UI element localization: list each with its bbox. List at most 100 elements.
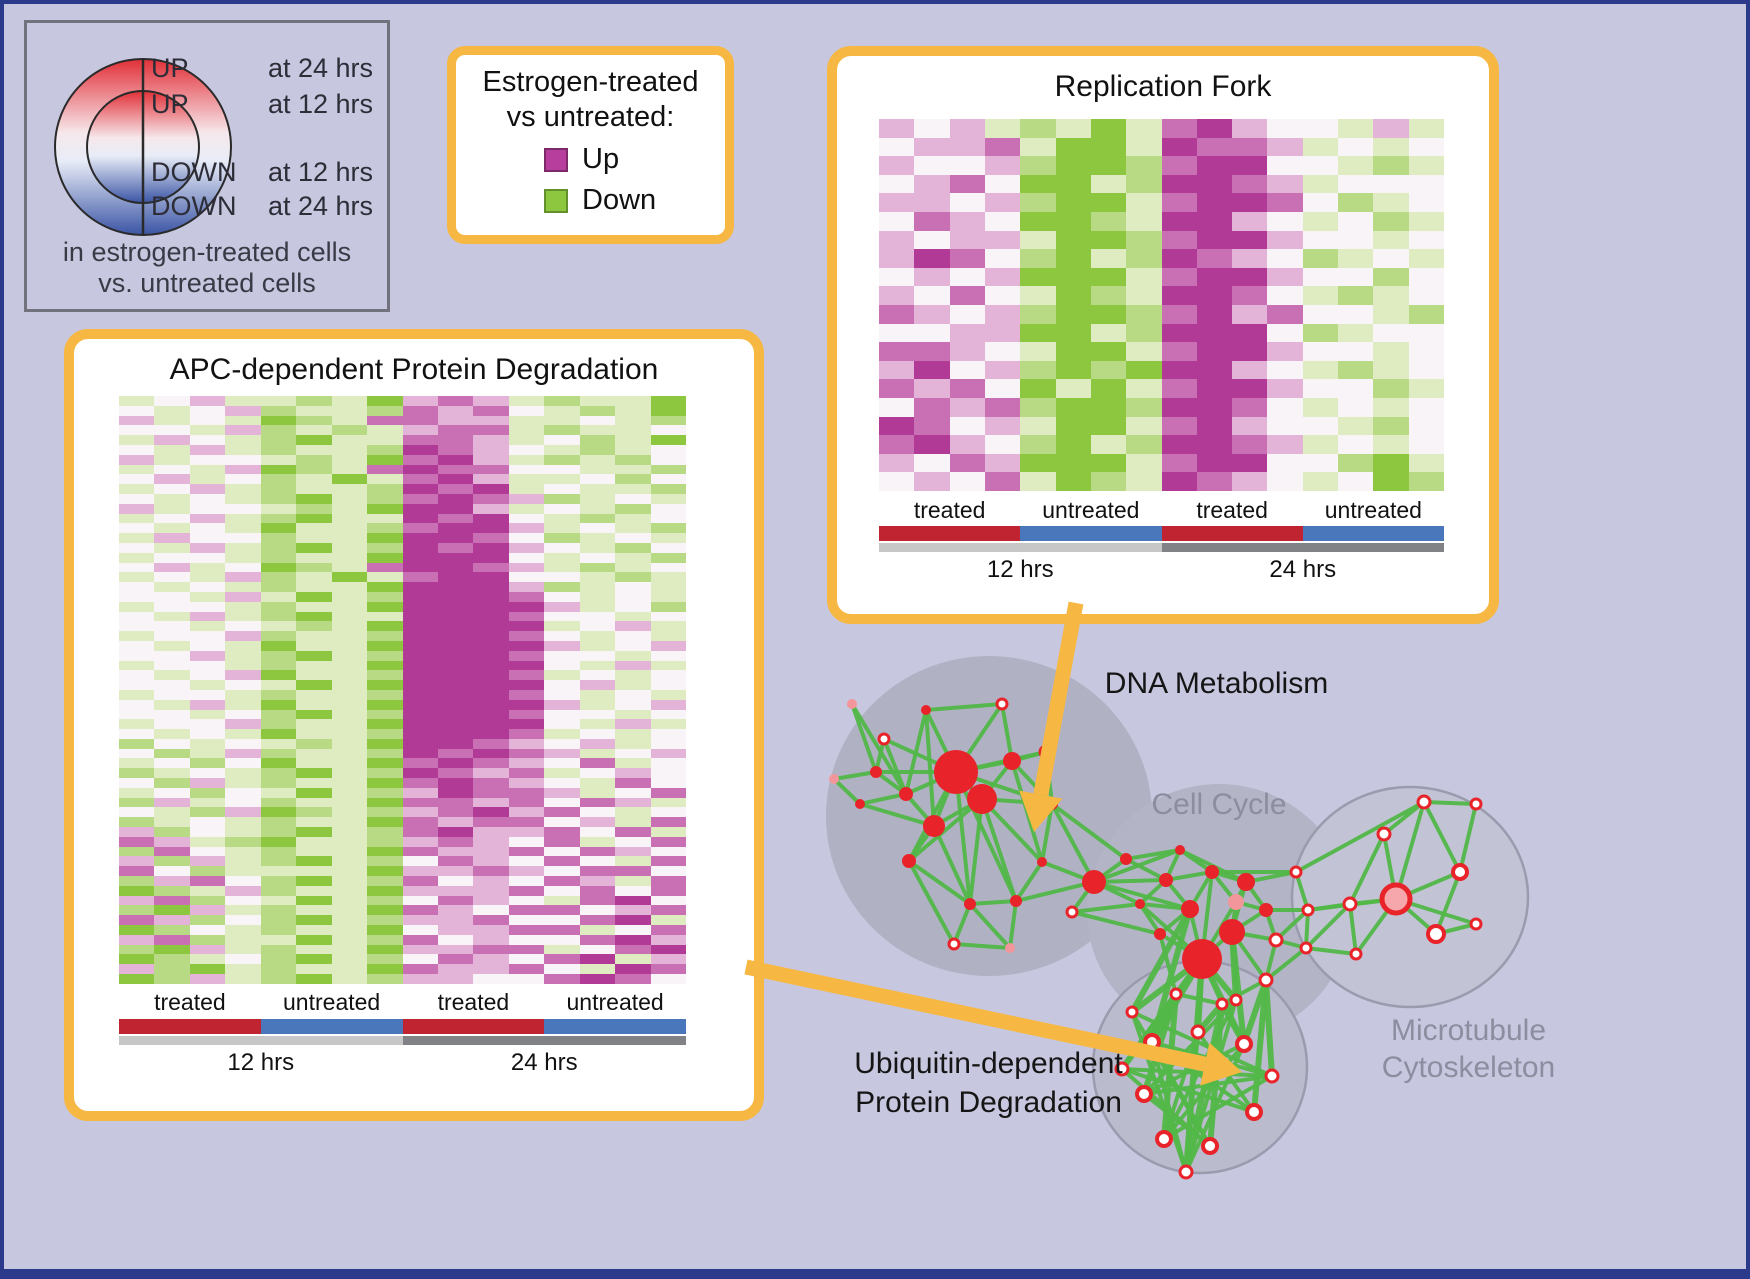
heatmap-cell <box>544 964 580 975</box>
heatmap-cell <box>615 415 651 426</box>
heatmap-cell <box>473 856 509 867</box>
heatmap-cell <box>615 582 651 592</box>
heatmap-row <box>119 601 686 612</box>
heatmap-cell <box>650 876 686 886</box>
heatmap-cell <box>119 464 155 475</box>
heatmap-cell <box>615 846 651 857</box>
heatmap-cell <box>154 885 190 896</box>
replication-fork-heatmap <box>879 119 1444 491</box>
heatmap-cell <box>1090 267 1127 287</box>
heatmap-cell <box>331 817 368 828</box>
heatmap-cell <box>154 709 190 720</box>
heatmap-cell <box>331 493 368 504</box>
network-edge <box>980 759 1014 801</box>
heatmap-row <box>879 323 1444 343</box>
heatmap-cell <box>1232 211 1268 231</box>
heatmap-cell <box>437 444 474 455</box>
heatmap-cell <box>1267 249 1303 268</box>
heatmap-cell <box>949 211 985 231</box>
heatmap-cell <box>437 582 474 592</box>
heatmap-cell <box>579 876 616 886</box>
network-edge <box>1434 870 1462 936</box>
network-edge <box>874 770 908 796</box>
heatmap-cell <box>260 562 297 573</box>
heatmap-cell <box>1126 193 1162 212</box>
heatmap-cell <box>579 670 616 681</box>
heatmap-cell <box>367 523 403 534</box>
heatmap-cell <box>296 846 332 857</box>
heatmap-cell <box>579 405 616 416</box>
heatmap-cell <box>119 895 155 906</box>
network-edge <box>1230 900 1238 934</box>
heatmap-cell <box>189 601 226 612</box>
heatmap-cell <box>296 660 332 671</box>
heatmap-cell <box>189 836 226 847</box>
heatmap-cell <box>579 778 616 788</box>
network-edge <box>1196 1030 1256 1114</box>
heatmap-cell <box>1267 453 1303 473</box>
heatmap-cell <box>544 925 580 935</box>
heatmap-cell <box>296 444 332 455</box>
microtubule-label-line2: Cytoskeleton <box>1381 1051 1556 1084</box>
heatmap-cell <box>437 915 474 926</box>
heatmap-cell <box>650 778 686 788</box>
heatmap-cell <box>650 601 686 612</box>
heatmap-cell <box>1232 230 1268 250</box>
network-node <box>855 799 865 809</box>
replication-fork-title: Replication Fork <box>1054 70 1272 103</box>
heatmap-cell <box>1373 211 1409 231</box>
heatmap-cell <box>1232 286 1268 305</box>
heatmap-cell <box>119 817 155 828</box>
heatmap-cell <box>402 905 438 916</box>
network-node <box>1169 987 1183 1001</box>
heatmap-cell <box>615 915 651 926</box>
network-edge <box>1200 870 1214 961</box>
heatmap-cell <box>615 650 651 661</box>
heatmap-row <box>879 416 1444 436</box>
heatmap-cell <box>154 562 190 573</box>
heatmap-cell <box>579 454 616 465</box>
heatmap-cell <box>1338 360 1374 380</box>
heatmap-cell <box>879 472 915 491</box>
heatmap-cell <box>473 748 509 759</box>
heatmap-cell <box>650 807 686 818</box>
heatmap-cell <box>189 435 226 445</box>
heatmap-row <box>119 425 686 436</box>
heatmap-cell <box>473 885 509 896</box>
up-12h-time: at 12 hrs <box>267 89 373 119</box>
heatmap-cell <box>296 866 332 877</box>
heatmap-row <box>119 915 686 926</box>
heatmap-cell <box>650 425 686 436</box>
heatmap-cell <box>650 709 686 720</box>
heatmap-cell <box>437 513 474 524</box>
heatmap-cell <box>154 435 190 445</box>
heatmap-cell <box>367 709 403 720</box>
heatmap-cell <box>615 405 651 416</box>
heatmap-cell <box>189 719 226 730</box>
heatmap-cell <box>914 435 950 454</box>
heatmap-cell <box>402 582 438 592</box>
network-edge <box>1164 878 1192 911</box>
heatmap-cell <box>331 503 368 514</box>
heatmap-cell <box>1090 379 1127 398</box>
heatmap-cell <box>260 866 297 877</box>
heatmap-cell <box>984 435 1021 454</box>
heatmap-cell <box>1196 193 1233 212</box>
heatmap-cell <box>1196 119 1233 138</box>
heatmap-cell <box>154 748 190 759</box>
heatmap-row <box>119 905 686 916</box>
heatmap-cell <box>119 944 155 955</box>
heatmap-cell <box>615 934 651 945</box>
heatmap-cell <box>650 827 686 837</box>
heatmap-cell <box>544 944 580 955</box>
rf-group-label-treated-24h: treated <box>1196 497 1268 523</box>
heatmap-cell <box>119 601 155 612</box>
heatmap-cell <box>1090 435 1127 454</box>
heatmap-row <box>119 964 686 975</box>
network-edge <box>1142 1074 1274 1096</box>
heatmap-cell <box>402 503 438 514</box>
heatmap-cell <box>437 425 474 436</box>
network-edge <box>1150 1040 1256 1114</box>
heatmap-cell <box>119 856 155 867</box>
heatmap-cell <box>402 640 438 651</box>
